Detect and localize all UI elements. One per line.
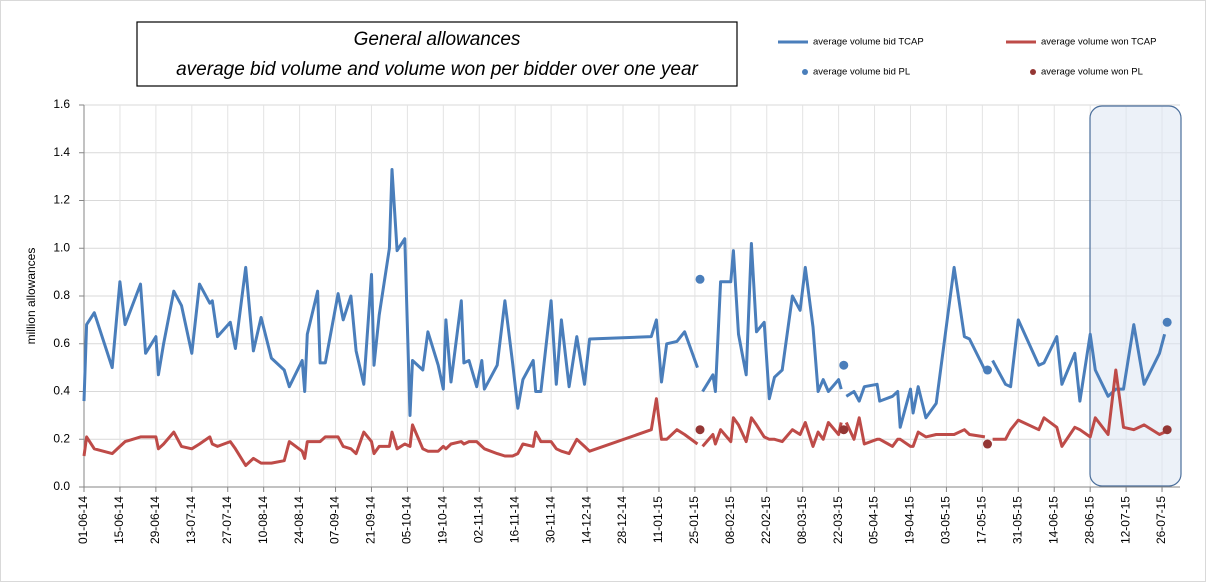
x-tick-label: 02-11-14 xyxy=(471,496,485,543)
x-tick-label: 30-11-14 xyxy=(543,496,557,543)
x-tick-label: 25-01-15 xyxy=(687,496,701,544)
x-tick-label: 22-03-15 xyxy=(831,496,845,544)
x-tick-label: 21-09-14 xyxy=(364,496,378,544)
legend-label: average volume bid TCAP xyxy=(813,37,924,48)
legend-label: average volume bid PL xyxy=(813,67,910,78)
data-point xyxy=(982,439,992,449)
title-box xyxy=(136,21,738,87)
x-tick-label: 22-02-15 xyxy=(759,496,773,544)
x-tick-label: 31-05-15 xyxy=(1010,496,1024,544)
data-point xyxy=(839,360,849,370)
x-tick-label: 14-06-15 xyxy=(1046,496,1060,544)
legend-label: average volume won PL xyxy=(1041,67,1143,78)
x-tick-label: 10-08-14 xyxy=(256,496,270,544)
legend-swatch xyxy=(1030,69,1036,75)
x-tick-label: 28-12-14 xyxy=(615,496,629,544)
x-tick-label: 15-06-14 xyxy=(112,496,126,544)
x-tick-label: 19-10-14 xyxy=(436,496,450,544)
y-tick-label: 0.4 xyxy=(53,384,70,398)
data-line xyxy=(82,168,1167,429)
x-tick-label: 26-07-15 xyxy=(1154,496,1168,544)
data-line xyxy=(82,368,1166,467)
x-tick-label: 08-02-15 xyxy=(723,496,737,544)
y-tick-label: 1.0 xyxy=(53,240,70,254)
x-tick-label: 07-09-14 xyxy=(328,496,342,544)
x-tick-label: 01-06-14 xyxy=(76,496,90,544)
y-tick-label: 0.8 xyxy=(53,288,70,302)
x-tick-label: 19-04-15 xyxy=(903,496,917,544)
data-point xyxy=(1162,425,1172,435)
y-tick-label: 1.2 xyxy=(53,193,70,207)
chart-subtitle: average bid volume and volume won per bi… xyxy=(176,59,698,80)
x-tick-label: 28-06-15 xyxy=(1082,496,1096,544)
legend-label: average volume won TCAP xyxy=(1041,37,1156,48)
x-tick-label: 08-03-15 xyxy=(795,496,809,544)
y-axis-label: million allowances xyxy=(24,248,38,345)
x-tick-label: 05-10-14 xyxy=(400,496,414,544)
data-point xyxy=(982,365,992,375)
y-tick-label: 1.4 xyxy=(53,145,70,159)
x-tick-label: 27-07-14 xyxy=(220,496,234,544)
x-tick-label: 12-07-15 xyxy=(1118,496,1132,544)
data-point xyxy=(695,425,705,435)
x-tick-label: 16-11-14 xyxy=(507,496,521,543)
x-tick-label: 14-12-14 xyxy=(579,496,593,544)
y-tick-label: 0.2 xyxy=(53,431,70,445)
x-tick-label: 03-05-15 xyxy=(939,496,953,544)
x-tick-label: 13-07-14 xyxy=(184,496,198,544)
x-tick-label: 11-01-15 xyxy=(651,496,665,543)
x-tick-label: 17-05-15 xyxy=(975,496,989,544)
legend-swatch xyxy=(802,69,808,75)
data-point xyxy=(695,274,705,284)
data-point xyxy=(839,425,849,435)
y-tick-label: 1.6 xyxy=(53,97,70,111)
chart-title: General allowances xyxy=(354,29,521,50)
x-tick-label: 05-04-15 xyxy=(867,496,881,544)
y-tick-label: 0.6 xyxy=(53,336,70,350)
x-tick-label: 24-08-14 xyxy=(292,496,306,544)
y-tick-label: 0.0 xyxy=(53,479,70,493)
x-tick-label: 29-06-14 xyxy=(148,496,162,544)
data-point xyxy=(1162,317,1172,327)
